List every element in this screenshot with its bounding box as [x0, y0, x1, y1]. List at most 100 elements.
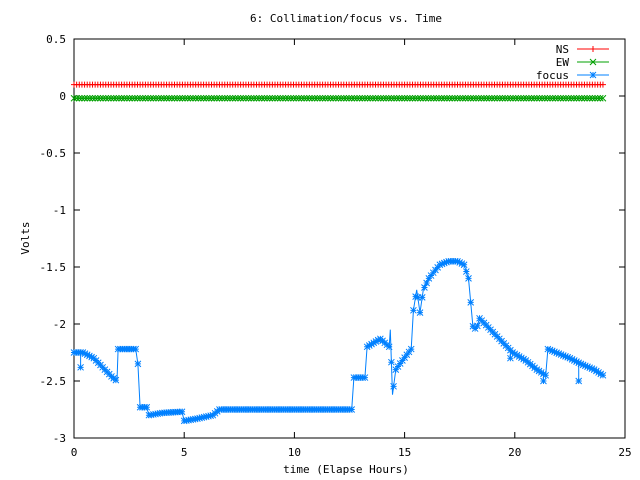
data-point: [385, 343, 393, 351]
data-point: [575, 359, 583, 367]
data-point: [160, 94, 168, 102]
data-point: [237, 94, 244, 102]
data-point: [372, 94, 379, 102]
data-point: [533, 94, 541, 102]
data-point: [504, 94, 512, 102]
data-point: [99, 94, 107, 102]
data-point: [134, 360, 142, 368]
data-point: [454, 257, 461, 265]
data-point: [583, 94, 591, 102]
data-point: [595, 369, 602, 376]
data-point: [425, 94, 432, 102]
data-point: [423, 279, 430, 287]
data-point: [295, 94, 303, 102]
data-point: [586, 94, 594, 102]
y-axis-label: Volts: [19, 221, 32, 254]
data-point: [81, 94, 88, 102]
data-point: [385, 94, 393, 102]
data-point: [410, 306, 417, 314]
data-point: [224, 94, 231, 102]
data-point: [470, 94, 477, 102]
data-point: [528, 94, 535, 102]
data-point: [118, 94, 125, 102]
data-point: [456, 259, 464, 266]
data-point: [197, 94, 205, 102]
data-point: [202, 94, 210, 102]
data-point: [370, 339, 378, 347]
data-point: [247, 94, 255, 102]
data-point: [483, 94, 490, 102]
data-point: [348, 406, 356, 413]
data-point: [570, 94, 578, 102]
data-point: [422, 94, 430, 102]
data-point: [366, 94, 374, 102]
data-point: [171, 94, 178, 102]
data-point: [458, 260, 466, 267]
data-point: [491, 94, 498, 102]
data-point: [507, 354, 514, 362]
data-point: [499, 94, 506, 102]
data-point: [409, 94, 416, 102]
y-tick-label: -0.5: [40, 147, 67, 160]
data-point: [443, 258, 450, 266]
data-point: [258, 94, 266, 102]
x-tick-label: 25: [618, 446, 631, 459]
data-point: [456, 94, 464, 102]
data-point: [552, 94, 559, 102]
legend-marker: [590, 46, 596, 52]
data-point: [567, 94, 575, 102]
data-point: [555, 350, 563, 357]
data-point: [253, 94, 260, 102]
data-point: [79, 349, 87, 356]
data-point: [332, 94, 340, 102]
data-point: [143, 403, 151, 411]
data-point: [530, 94, 538, 102]
data-point: [584, 363, 591, 371]
data-point: [110, 94, 118, 102]
data-point: [353, 94, 361, 102]
data-point: [407, 345, 415, 353]
data-point: [578, 94, 586, 102]
data-point: [596, 94, 604, 102]
data-point: [417, 94, 424, 102]
data-point: [358, 94, 366, 102]
data-point: [564, 353, 572, 361]
data-point: [374, 94, 382, 102]
data-point: [520, 355, 527, 363]
data-point: [403, 94, 411, 102]
data-point: [97, 94, 104, 102]
data-point: [115, 94, 123, 102]
x-tick-label: 20: [508, 446, 521, 459]
data-point: [78, 94, 86, 102]
data-point: [485, 94, 493, 102]
data-point: [538, 94, 546, 102]
data-point: [73, 94, 80, 102]
data-point: [472, 94, 480, 102]
data-point: [594, 94, 602, 102]
data-point: [218, 94, 226, 102]
data-point: [348, 94, 356, 102]
data-point: [343, 94, 350, 102]
data-point: [573, 94, 580, 102]
x-tick-label: 15: [398, 446, 411, 459]
data-point: [152, 94, 160, 102]
data-point: [181, 94, 189, 102]
data-point: [112, 94, 120, 102]
y-tick-label: -1.5: [40, 261, 67, 274]
data-point: [412, 293, 419, 300]
data-point: [390, 94, 398, 102]
data-point: [144, 94, 152, 102]
data-point: [418, 294, 426, 301]
data-point: [392, 366, 400, 373]
data-point: [438, 94, 445, 102]
data-point: [229, 94, 237, 102]
data-point: [480, 94, 488, 102]
data-point: [517, 94, 525, 102]
data-point: [316, 94, 324, 102]
data-point: [263, 94, 271, 102]
data-point: [577, 360, 585, 368]
data-point: [213, 94, 221, 102]
data-point: [513, 351, 521, 359]
data-point: [465, 275, 472, 282]
y-tick-label: 0: [59, 90, 66, 103]
